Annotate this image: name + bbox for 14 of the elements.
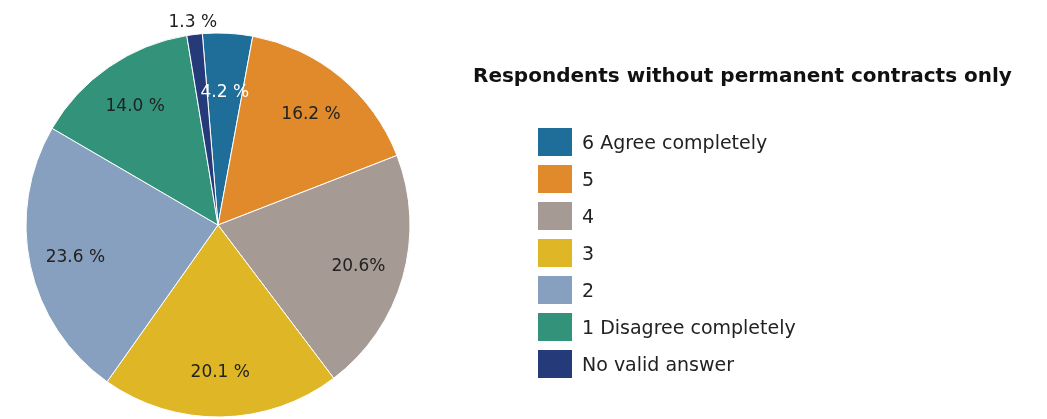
legend-label: 1 Disagree completely — [582, 316, 796, 338]
data-label: 16.2 % — [281, 102, 341, 123]
text: Respondents without permanent contracts only — [473, 63, 1012, 87]
data-label: 23.6 % — [45, 245, 106, 266]
legend-label: 3 — [582, 242, 595, 264]
data-label: 20.6% — [331, 254, 386, 275]
legend-label: 5 — [582, 168, 595, 190]
data-label: 1.3 % — [168, 10, 218, 31]
legend-label: No valid answer — [582, 353, 735, 375]
legend-label: 2 — [582, 279, 595, 301]
data-label: 20.1 % — [190, 360, 250, 381]
legend-label: 4 — [582, 205, 595, 227]
legend-label: 6 Agree completely — [582, 131, 768, 153]
data-label: 14.0 % — [105, 94, 165, 115]
